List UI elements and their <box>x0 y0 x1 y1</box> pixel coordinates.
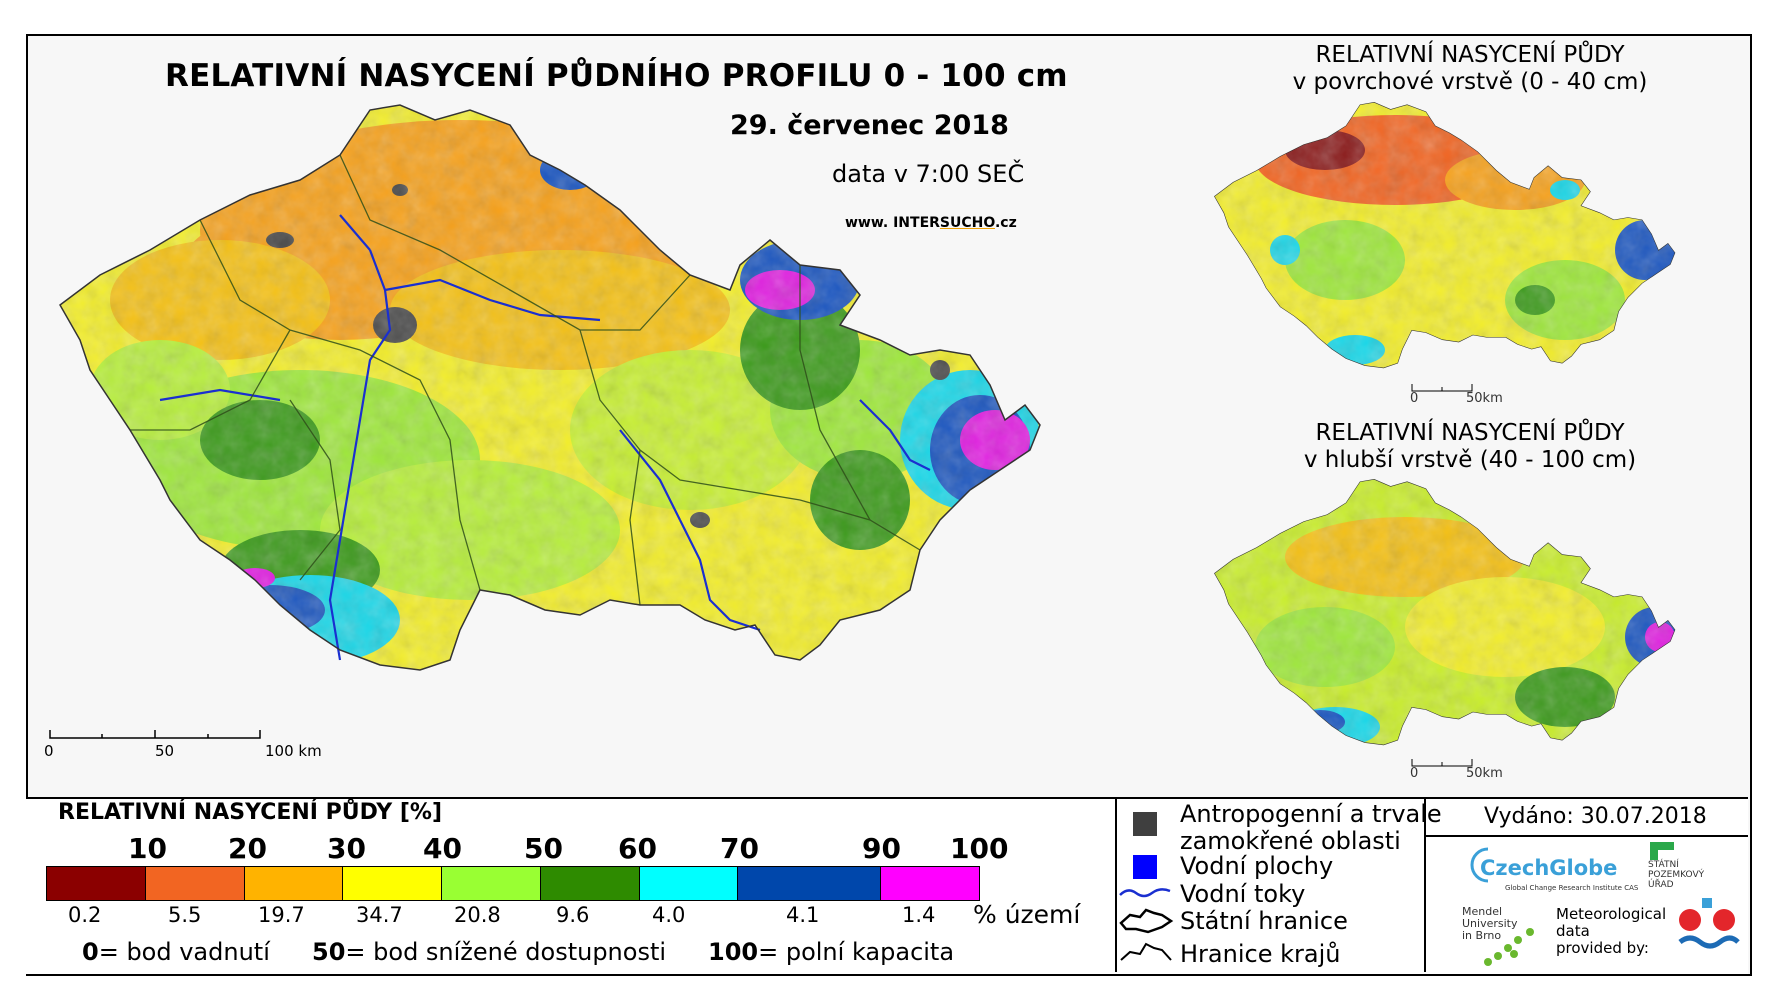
symbol-water-label: Vodní plochy <box>1180 852 1334 880</box>
czechglobe-logo: CzechGlobe <box>1480 856 1618 880</box>
threshold-30: 30 <box>327 832 366 865</box>
threshold-20: 20 <box>228 832 267 865</box>
pct-5: 20.8 <box>454 903 501 927</box>
color-swatch-1 <box>47 867 145 900</box>
threshold-40: 40 <box>423 832 462 865</box>
region-border-icon <box>1120 942 1172 961</box>
pct-3: 19.7 <box>258 903 305 927</box>
pct-unit-label: % území <box>973 900 1081 929</box>
inset-top-scale-0: 0 <box>1410 391 1419 406</box>
water-body-icon <box>1133 855 1157 879</box>
color-swatch-5 <box>441 867 540 900</box>
definition-50: 50= bod snížené dostupnosti <box>312 938 667 966</box>
color-scale-bar <box>46 866 980 901</box>
symbol-river-label: Vodní toky <box>1180 880 1306 908</box>
color-swatch-6 <box>539 867 639 900</box>
website-link[interactable]: www. INTERSUCHO.cz <box>845 215 1017 231</box>
chmi-logo-icon <box>1678 898 1740 949</box>
legend-divider-1 <box>1115 797 1117 972</box>
scale-label-0: 0 <box>44 742 54 760</box>
pct-9: 1.4 <box>902 903 936 927</box>
inset-top-scale-bar <box>1411 384 1473 392</box>
map-date: 29. červenec 2018 <box>730 110 1009 141</box>
pct-6: 9.6 <box>556 903 590 927</box>
color-swatch-2 <box>144 867 244 900</box>
definition-100: 100= polní kapacita <box>708 938 955 966</box>
czechglobe-logo-icon <box>1470 847 1489 883</box>
inset-top-title: RELATIVNÍ NASYCENÍ PŮDY v povrchové vrst… <box>1292 42 1648 95</box>
pct-2: 5.5 <box>168 903 202 927</box>
threshold-60: 60 <box>618 832 657 865</box>
inset-bottom-scale-50: 50km <box>1466 766 1503 781</box>
color-swatch-3 <box>243 867 343 900</box>
color-swatch-7 <box>638 867 738 900</box>
data-time: data v 7:00 SEČ <box>832 160 1025 188</box>
pct-4: 34.7 <box>356 903 403 927</box>
scale-label-50: 50 <box>155 742 175 760</box>
color-swatch-9 <box>880 867 980 900</box>
pct-7: 4.0 <box>652 903 686 927</box>
color-swatch-4 <box>342 867 442 900</box>
spu-logo: STÁTNÍ POZEMKOVÝ ÚŘAD <box>1648 860 1705 890</box>
legend-divider-3 <box>1424 835 1748 837</box>
threshold-70: 70 <box>720 832 759 865</box>
main-map <box>59 104 1041 671</box>
inset-bottom-scale-bar <box>1411 759 1473 767</box>
river-icon <box>1119 888 1171 898</box>
inset-bottom-title: RELATIVNÍ NASYCENÍ PŮDY v hlubší vrstvě … <box>1303 420 1637 473</box>
inset-top-scale-50: 50km <box>1466 391 1503 406</box>
met-data-label: Meteorological data provided by: <box>1556 905 1667 957</box>
main-scale-bar <box>49 730 261 739</box>
czechglobe-subtitle: Global Change Research Institute CAS <box>1505 884 1639 892</box>
issued-date: Vydáno: 30.07.2018 <box>1484 804 1707 829</box>
mendel-logo: Mendel University in Brno <box>1462 905 1518 942</box>
symbol-region-border-label: Hranice krajů <box>1180 940 1341 968</box>
scale-label-100: 100 km <box>265 742 322 760</box>
mendel-logo-icon <box>1484 928 1534 966</box>
pct-1: 0.2 <box>68 903 102 927</box>
symbol-state-border-label: Státní hranice <box>1180 907 1348 935</box>
threshold-90: 90 <box>862 832 901 865</box>
inset-bottom-map <box>1213 478 1676 746</box>
threshold-100: 100 <box>950 832 1009 865</box>
pct-8: 4.1 <box>786 903 820 927</box>
definition-0: 0= bod vadnutí <box>82 938 270 966</box>
spu-logo-icon <box>1650 842 1674 860</box>
state-border-icon <box>1119 908 1174 934</box>
symbol-urban-label: Antropogenní a trvale zamokřené oblasti <box>1180 800 1442 855</box>
legend-divider-2 <box>1424 797 1426 972</box>
urban-area-icon <box>1133 812 1157 836</box>
threshold-10: 10 <box>128 832 167 865</box>
inset-top-map <box>1213 101 1676 369</box>
color-swatch-8 <box>737 867 881 900</box>
map-title: RELATIVNÍ NASYCENÍ PŮDNÍHO PROFILU 0 - 1… <box>165 58 1068 94</box>
legend-title: RELATIVNÍ NASYCENÍ PŮDY [%] <box>58 800 443 825</box>
inset-bottom-scale-0: 0 <box>1410 766 1419 781</box>
threshold-50: 50 <box>524 832 563 865</box>
